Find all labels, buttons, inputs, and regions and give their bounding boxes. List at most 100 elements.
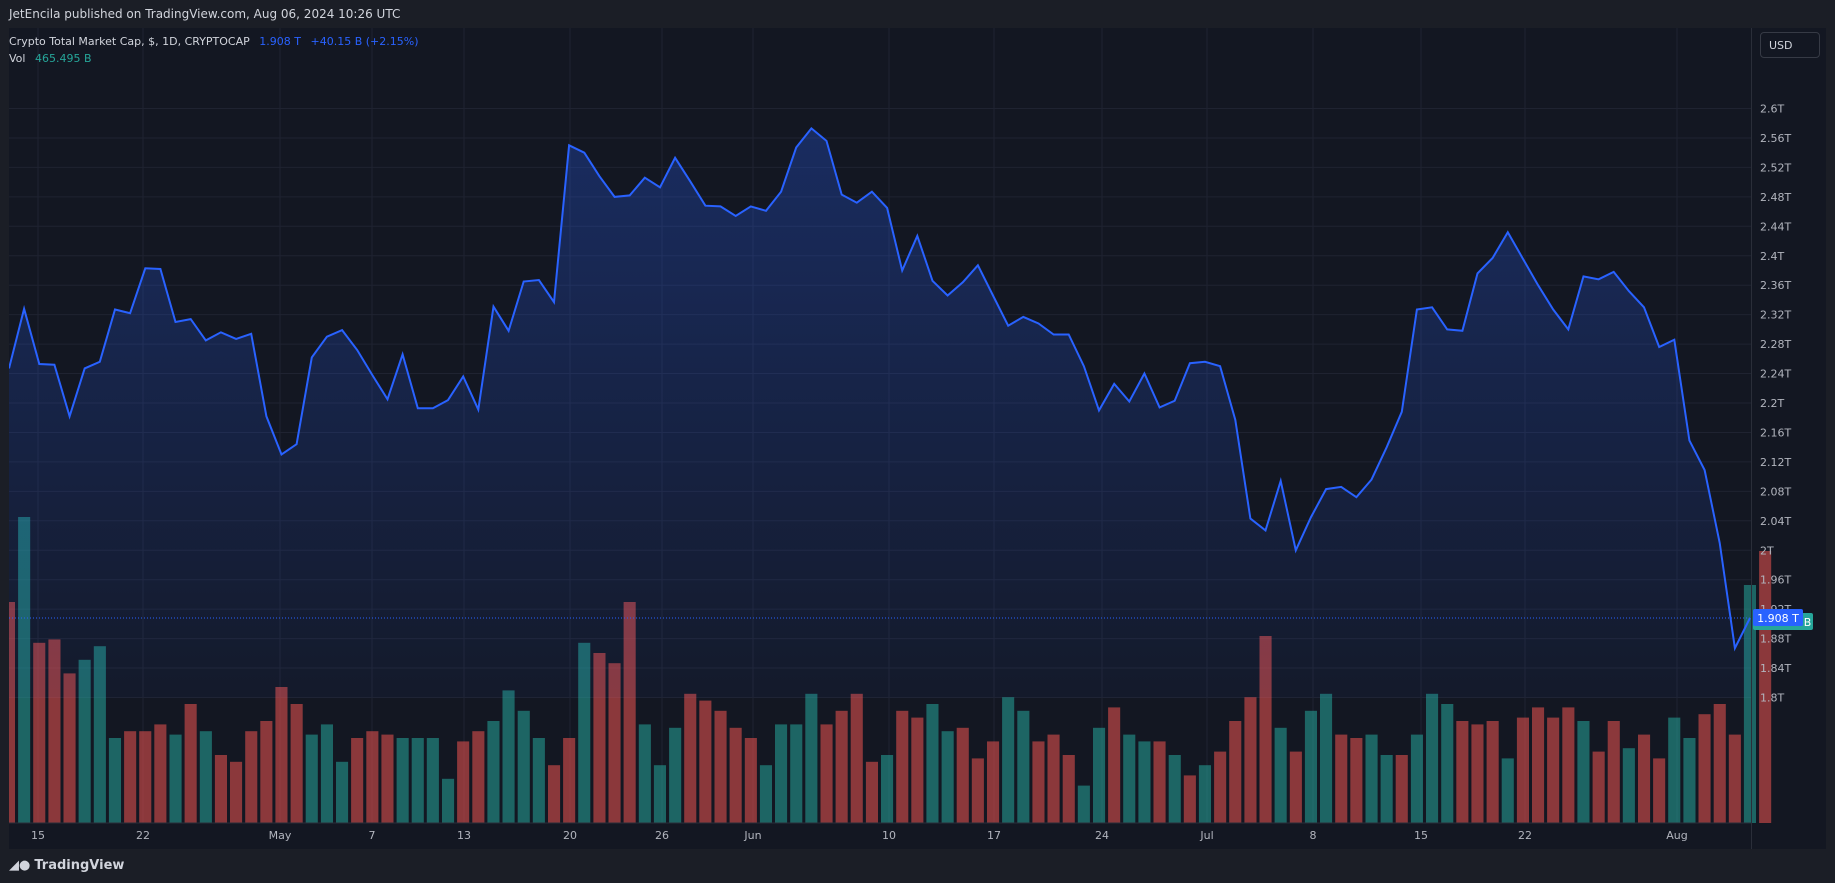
y-tick-label: 2.04T	[1760, 515, 1791, 528]
publish-header: JetEncila published on TradingView.com, …	[0, 0, 1835, 28]
volume-bar	[1380, 755, 1393, 823]
volume-bar	[457, 741, 470, 823]
volume-bar	[1668, 717, 1681, 823]
volume-bar	[835, 710, 848, 823]
volume-bar	[260, 721, 273, 823]
x-tick-label: 24	[1095, 829, 1109, 842]
price-axis: 2.6T 2.56T 2.52T 2.48T 2.44T 2.4T 2.36T 2.32T 2.…	[1760, 103, 1791, 705]
x-tick-label: Jul	[1199, 829, 1213, 842]
volume-bar	[1516, 717, 1529, 823]
volume-bar	[563, 738, 576, 823]
volume-bar	[1728, 734, 1741, 823]
x-tick-label: 22	[1518, 829, 1532, 842]
volume-legend-row[interactable]: Vol 465.495 B	[9, 50, 419, 67]
volume-bar	[1456, 721, 1469, 823]
volume-bar	[1244, 697, 1257, 823]
volume-bar	[1713, 704, 1726, 823]
volume-bar	[154, 724, 167, 823]
volume-bar	[275, 687, 288, 823]
chart-area[interactable]: 2.6T 2.56T 2.52T 2.48T 2.44T 2.4T 2.36T 2.32T 2.…	[2, 28, 1826, 849]
tradingview-logo[interactable]: ◢● TradingView	[9, 858, 124, 873]
volume-bar	[1320, 693, 1333, 823]
volume-bar	[63, 673, 76, 823]
area-fill	[9, 128, 1750, 698]
tradingview-icon: ◢●	[9, 858, 31, 873]
symbol-legend-row[interactable]: Crypto Total Market Cap, $, 1D, CRYPTOCA…	[9, 33, 419, 50]
last-price-tag	[1753, 608, 1803, 626]
volume-bar	[366, 731, 379, 823]
volume-bar	[956, 727, 969, 823]
volume-bar	[1638, 734, 1651, 823]
y-tick-label: 2.32T	[1760, 309, 1791, 322]
volume-bar	[1426, 693, 1439, 823]
volume-bar	[1062, 755, 1075, 823]
volume-bar	[1395, 755, 1408, 823]
volume-bar	[684, 693, 697, 823]
volume-bar	[820, 724, 833, 823]
volume-label: Vol	[9, 52, 26, 65]
volume-bar	[502, 690, 515, 823]
volume-bar	[1562, 707, 1575, 823]
volume-bar	[1032, 741, 1045, 823]
volume-bar	[1622, 748, 1635, 823]
volume-bar	[1153, 741, 1166, 823]
volume-bar	[638, 724, 651, 823]
volume-bar	[290, 704, 303, 823]
volume-bar	[108, 738, 121, 823]
volume-bar	[245, 731, 258, 823]
volume-bar	[1002, 697, 1015, 823]
y-tick-label: 2.56T	[1760, 132, 1791, 145]
x-tick-label: 15	[1414, 829, 1428, 842]
volume-bar	[1683, 738, 1696, 823]
volume-bar	[396, 738, 409, 823]
x-tick-label: 20	[563, 829, 577, 842]
volume-bar	[487, 721, 500, 823]
y-tick-label: 2.16T	[1760, 426, 1791, 439]
volume-bar	[1486, 721, 1499, 823]
volume-bar	[381, 734, 394, 823]
volume-bar	[426, 738, 439, 823]
x-tick-label: 8	[1310, 829, 1317, 842]
volume-bar	[1471, 724, 1484, 823]
volume-bar	[1289, 751, 1302, 823]
volume-bar	[608, 663, 621, 823]
volume-bar	[653, 765, 666, 823]
volume-bar	[1183, 775, 1196, 823]
time-axis: 15 22 May 7 13 20 26 Jun 10 17 24 Jul 8 15 22 Aug	[9, 28, 1752, 849]
volume-bar	[1214, 751, 1227, 823]
volume-bar	[926, 704, 939, 823]
volume-bar	[1335, 734, 1348, 823]
volume-bar	[320, 724, 333, 823]
y-tick-label: 2.4T	[1760, 250, 1784, 263]
volume-bar	[124, 731, 137, 823]
volume-bar	[729, 727, 742, 823]
volume-bar	[1577, 721, 1590, 823]
price-tags: 465.495 B1.908 T	[1753, 608, 1813, 630]
y-tick-label: 2.28T	[1760, 338, 1791, 351]
y-tick-label: 2.44T	[1760, 220, 1791, 233]
y-tick-label: 2.48T	[1760, 191, 1791, 204]
footer-bar: ◢● TradingView	[0, 849, 1835, 883]
y-tick-label: 1.8T	[1760, 692, 1784, 705]
x-tick-label: 13	[457, 829, 471, 842]
price-chart[interactable]: 2.6T 2.56T 2.52T 2.48T 2.44T 2.4T 2.36T 2.32T 2.…	[2, 28, 1826, 849]
volume-bar	[336, 761, 349, 823]
currency-button[interactable]: USD	[1760, 32, 1820, 58]
chart-legend: Crypto Total Market Cap, $, 1D, CRYPTOCA…	[9, 33, 419, 67]
volume-bar	[1198, 765, 1211, 823]
brand-name: TradingView	[34, 858, 125, 873]
volume-bar	[472, 731, 485, 823]
volume-bar	[1592, 751, 1605, 823]
volume-bar	[987, 741, 1000, 823]
y-tick-label: 1.84T	[1760, 662, 1791, 675]
y-tick-label: 2.2T	[1760, 397, 1784, 410]
volume-bar	[351, 738, 364, 823]
volume-bar	[911, 717, 924, 823]
volume-bar	[1532, 707, 1545, 823]
volume-bar	[881, 755, 894, 823]
symbol-title: Crypto Total Market Cap, $, 1D, CRYPTOCA…	[9, 35, 250, 48]
volume-bar	[759, 765, 772, 823]
volume-bar	[1274, 727, 1287, 823]
volume-bar	[1547, 717, 1560, 823]
